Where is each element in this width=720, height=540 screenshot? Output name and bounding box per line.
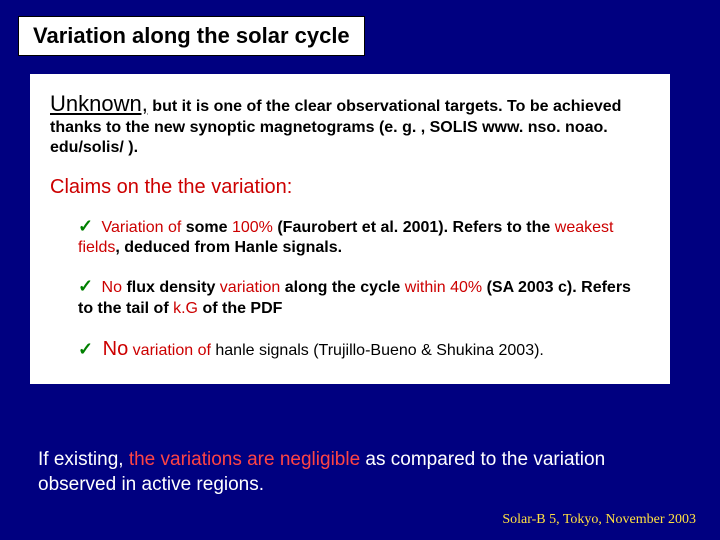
bullet-1: ✓ Variation of some 100% (Faurobert et a… [78, 215, 650, 260]
b2-red1: No [97, 279, 126, 296]
check-icon: ✓ [78, 276, 93, 296]
bullet-3: ✓ No variation of hanle signals (Trujill… [78, 336, 650, 362]
bottom-conclusion: If existing, the variations are negligib… [38, 448, 682, 497]
b3-black1: hanle signals (Trujillo-Bueno & Shukina … [215, 342, 543, 359]
b2-red3: within 40% [400, 279, 486, 296]
unknown-lead: Unknown, [50, 91, 148, 116]
b2-black1: flux density [126, 279, 215, 296]
content-box: Unknown, but it is one of the clear obse… [30, 74, 670, 384]
bottom-white1: If existing, [38, 449, 129, 470]
b3-red2: variation of [128, 342, 215, 359]
bullet-2: ✓ No flux density variation along the cy… [78, 275, 650, 320]
b2-black4: of the PDF [202, 300, 282, 317]
b2-red4: k.G [169, 300, 203, 317]
b2-black2: along the cycle [285, 279, 401, 296]
claims-header: Claims on the the variation: [50, 176, 650, 199]
check-icon: ✓ [78, 216, 93, 236]
b1-red1: Variation of [97, 219, 186, 236]
title-box: Variation along the solar cycle [18, 16, 365, 56]
check-icon: ✓ [78, 339, 93, 359]
b1-black2: (Faurobert et al. 2001). Refers to the [277, 219, 550, 236]
b2-red2: variation [215, 279, 284, 296]
slide-title: Variation along the solar cycle [33, 23, 350, 48]
b1-black3: , deduced from Hanle signals. [115, 239, 342, 256]
bottom-red: the variations are negligible [129, 449, 360, 470]
b1-red2: 100% [228, 219, 278, 236]
footer-citation: Solar-B 5, Tokyo, November 2003 [502, 512, 696, 528]
intro-paragraph: Unknown, but it is one of the clear obse… [50, 90, 650, 158]
b1-black1: some [186, 219, 228, 236]
b3-red1: No [97, 338, 128, 360]
